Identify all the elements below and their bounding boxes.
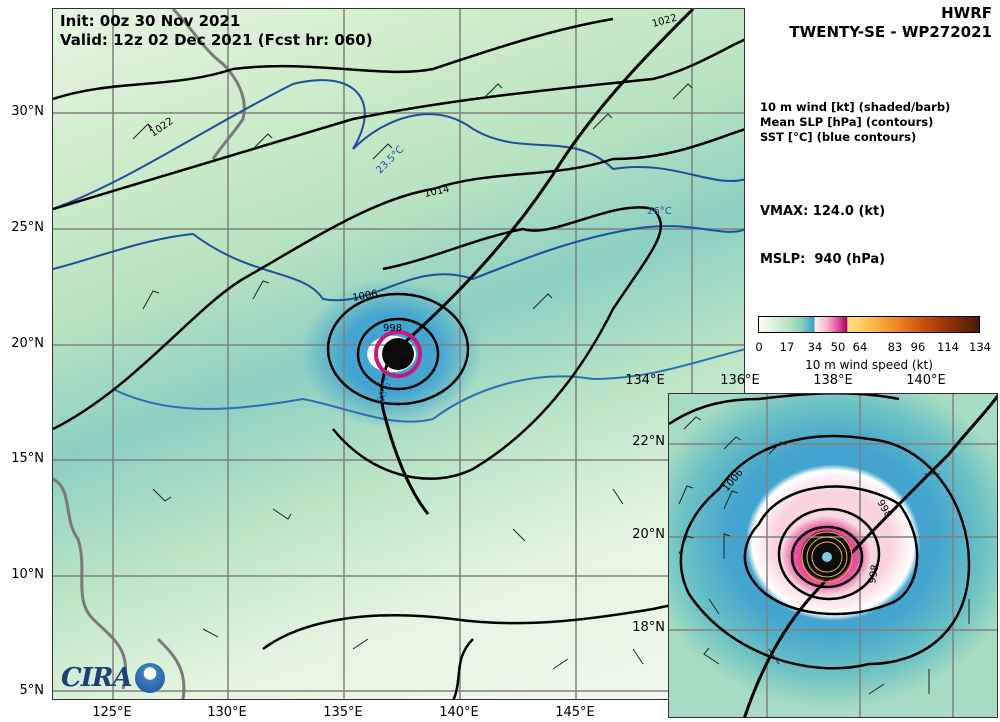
- svg-text:998: 998: [867, 564, 881, 585]
- map-overlay: 1022 1022 1014 1006 998 23.5°C 26°C 28.5…: [53, 9, 744, 699]
- legend-slp: Mean SLP [hPa] (contours): [760, 115, 934, 129]
- colorbar-tick: 114: [937, 340, 959, 354]
- init-time: Init: 00z 30 Nov 2021: [60, 12, 241, 30]
- sst-contours: [53, 79, 744, 423]
- field-legend: 10 m wind [kt] (shaded/barb) Mean SLP [h…: [760, 100, 950, 145]
- inset-storm-track: [743, 394, 997, 717]
- inset-map: 1006 998 998: [668, 393, 998, 718]
- colorbar-tick: 83: [887, 340, 903, 354]
- legend-wind: 10 m wind [kt] (shaded/barb): [760, 100, 951, 114]
- storm-stats: VMAX: 124.0 (kt) MSLP: 940 (hPa): [760, 172, 885, 284]
- svg-text:23.5°C: 23.5°C: [374, 144, 406, 176]
- colorbar-tick: 34: [807, 340, 823, 354]
- lat-label-30n: 30°N: [11, 104, 44, 119]
- wind-barbs: [132, 83, 693, 670]
- inset-lon-label-138e: 138°E: [813, 373, 853, 388]
- inset-lon-label-136e: 136°E: [720, 373, 760, 388]
- cira-logo-text: CIRA: [61, 663, 133, 693]
- inset-lon-label-140e: 140°E: [906, 373, 946, 388]
- inset-wind-barbs: [678, 416, 970, 695]
- inset-overlay: 1006 998 998: [669, 394, 997, 717]
- lon-label-145e: 145°E: [555, 705, 595, 720]
- lat-label-5n: 5°N: [19, 683, 45, 698]
- colorbar-tick: 64: [852, 340, 868, 354]
- colorbar-tick: 0: [755, 340, 763, 354]
- lat-label-20n: 20°N: [11, 336, 44, 351]
- lon-label-140e: 140°E: [439, 705, 479, 720]
- inset-lat-label-18n: 18°N: [632, 620, 665, 635]
- svg-text:28.5°C: 28.5°C: [375, 369, 397, 405]
- wind-colorbar: [758, 316, 980, 333]
- valid-time: Valid: 12z 02 Dec 2021 (Fcst hr: 060): [60, 31, 373, 49]
- svg-text:1006: 1006: [352, 289, 379, 304]
- colorbar-tick: 96: [910, 340, 926, 354]
- storm-eye: [382, 338, 414, 370]
- inset-slp-contours: [669, 394, 971, 670]
- svg-text:26°C: 26°C: [647, 206, 672, 217]
- colorbar-tick: 50: [830, 340, 846, 354]
- lat-label-25n: 25°N: [11, 220, 44, 235]
- model-name: HWRF: [941, 4, 992, 22]
- svg-text:1014: 1014: [423, 184, 450, 200]
- title-block: HWRF TWENTY-SE - WP272021: [789, 4, 992, 42]
- colorbar-label: 10 m wind speed (kt): [805, 358, 933, 372]
- inset-lat-label-22n: 22°N: [632, 434, 665, 449]
- inset-eye: [822, 552, 832, 562]
- inset-lon-label-134e: 134°E: [625, 373, 665, 388]
- lon-label-125e: 125°E: [92, 705, 132, 720]
- lon-label-135e: 135°E: [323, 705, 363, 720]
- cira-logo: CIRA: [61, 663, 171, 693]
- mslp-value: MSLP: 940 (hPa): [760, 252, 886, 267]
- svg-text:998: 998: [383, 323, 402, 334]
- svg-text:998: 998: [874, 498, 893, 520]
- inset-lat-label-20n: 20°N: [632, 527, 665, 542]
- colorbar-tick: 17: [779, 340, 795, 354]
- lat-label-15n: 15°N: [11, 451, 44, 466]
- lat-label-10n: 10°N: [11, 567, 44, 582]
- storm-track: [380, 9, 695, 515]
- storm-id: TWENTY-SE - WP272021: [789, 23, 992, 41]
- main-map: 1022 1022 1014 1006 998 23.5°C 26°C 28.5…: [52, 8, 745, 700]
- coastlines: [53, 9, 246, 699]
- cira-badge-icon: [135, 663, 165, 693]
- inset-core-rings: [801, 531, 853, 583]
- lon-label-130e: 130°E: [207, 705, 247, 720]
- forecast-time-block: Init: 00z 30 Nov 2021 Valid: 12z 02 Dec …: [60, 12, 373, 50]
- vmax-value: VMAX: 124.0 (kt): [760, 204, 886, 219]
- svg-text:1022: 1022: [148, 116, 175, 140]
- colorbar-tick: 134: [969, 340, 991, 354]
- legend-sst: SST [°C] (blue contours): [760, 130, 917, 144]
